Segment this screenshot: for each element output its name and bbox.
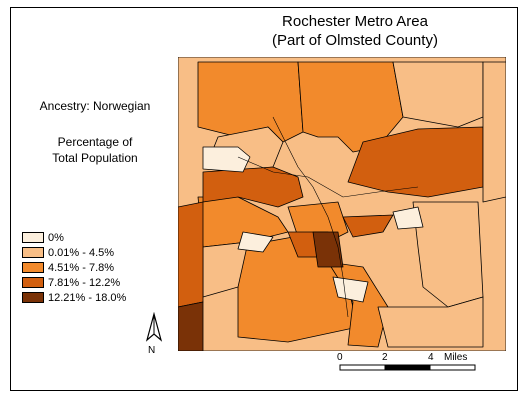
region-sw-corner: [178, 301, 204, 351]
subject-label: Ancestry: Norwegian: [39, 99, 151, 113]
region-ne-band: [347, 126, 484, 198]
scale-tick-4: 4: [428, 352, 434, 363]
region-center-right: [342, 214, 394, 238]
road-line: [237, 156, 419, 198]
legend-label-1: 0.01% - 4.5%: [48, 246, 115, 259]
legend: 0% 0.01% - 4.5% 4.51% - 7.8% 7.81% - 12.…: [22, 230, 126, 305]
north-label: N: [148, 345, 156, 356]
legend-label-3: 7.81% - 12.2%: [48, 276, 121, 289]
legend-item-2: 4.51% - 7.8%: [22, 260, 126, 275]
legend-label-4: 12.21% - 18.0%: [48, 291, 127, 304]
legend-label-2: 4.51% - 7.8%: [48, 261, 115, 274]
scale-bar: [339, 364, 476, 371]
legend-swatch-3: [22, 277, 44, 288]
choropleth-map: [178, 57, 506, 351]
scale-tick-2: 2: [382, 352, 388, 363]
region-top-center: [312, 231, 344, 268]
title-line-2: (Part of Olmsted County): [272, 32, 438, 49]
river-line: [272, 116, 349, 318]
region-se: [377, 296, 484, 348]
scale-unit: Miles: [444, 352, 468, 363]
region-east-edge: [482, 61, 506, 203]
scale-segment-1: [339, 364, 386, 371]
legend-item-4: 12.21% - 18.0%: [22, 290, 126, 305]
map-title: Rochester Metro Area (Part of Olmsted Co…: [210, 12, 500, 50]
region-west-band: [202, 166, 304, 208]
region-ne: [392, 61, 484, 128]
legend-item-0: 0%: [22, 230, 126, 245]
map-frame: [10, 7, 518, 391]
legend-swatch-2: [22, 262, 44, 273]
legend-item-1: 0.01% - 4.5%: [22, 245, 126, 260]
north-arrow-icon: [145, 312, 163, 342]
scale-segment-2: [384, 364, 431, 371]
legend-swatch-0: [22, 232, 44, 243]
legend-swatch-1: [22, 247, 44, 258]
legend-swatch-4: [22, 292, 44, 303]
region-nw-large: [197, 61, 304, 143]
region-zero-south: [332, 276, 369, 303]
measure-line-1: Percentage of: [57, 135, 133, 149]
measure-line-2: Total Population: [52, 151, 138, 165]
legend-item-3: 7.81% - 12.2%: [22, 275, 126, 290]
region-zero-east: [392, 206, 424, 230]
title-line-1: Rochester Metro Area: [282, 13, 428, 30]
scale-tick-0: 0: [337, 352, 343, 363]
measure-label: Percentage of Total Population: [20, 134, 170, 166]
region-west-edge: [178, 201, 204, 308]
region-zero-mid: [237, 231, 274, 253]
scale-segment-3: [429, 364, 476, 371]
region-zero-west: [202, 146, 251, 173]
legend-label-0: 0%: [48, 231, 64, 244]
